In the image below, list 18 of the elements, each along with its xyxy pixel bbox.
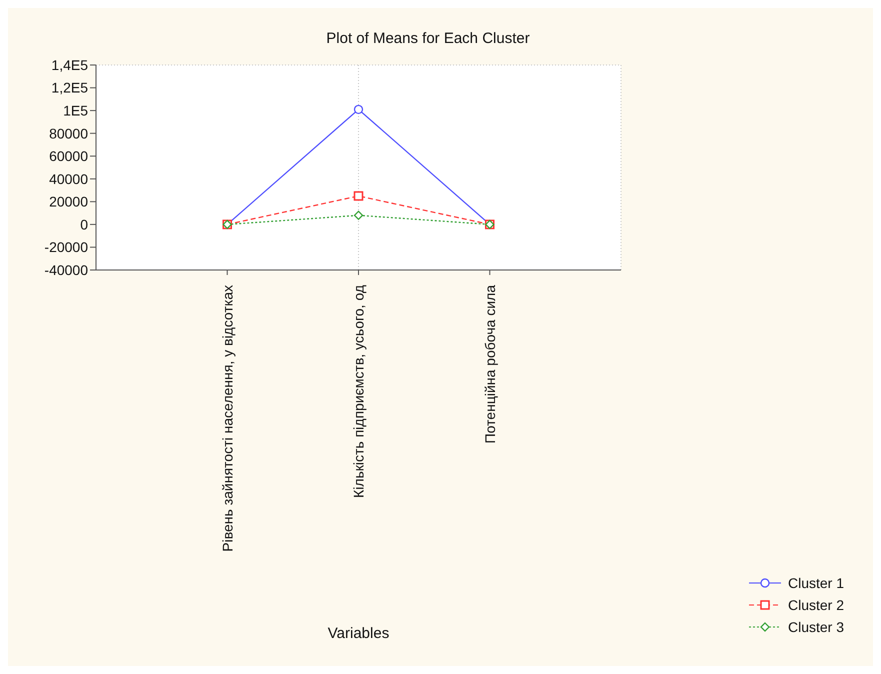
y-tick-label: 40000 (49, 170, 88, 187)
y-tick-label: 60000 (49, 148, 88, 164)
x-tick-label: Потенційна робоча сила (482, 284, 498, 444)
y-tick-label: -20000 (44, 239, 88, 256)
y-tick-label: 1,2E5 (51, 80, 88, 96)
x-tick-label: Рівень зайнятості населення, у відсотках (219, 285, 236, 552)
x-axis-title: Variables (328, 625, 390, 642)
y-tick-label: 80000 (49, 125, 88, 142)
y-tick-label: 1,4E5 (51, 56, 88, 73)
legend-label: Cluster 2 (788, 597, 844, 613)
legend-label: Cluster 3 (788, 619, 844, 635)
legend-label: Cluster 1 (788, 575, 844, 591)
chart-title: Plot of Means for Each Cluster (325, 30, 531, 47)
x-tick-label: Кількість підприємств, усього, од (350, 285, 366, 498)
y-tick-label: 1E5 (63, 102, 88, 119)
y-tick-label: -40000 (44, 262, 88, 278)
y-tick-label: 20000 (49, 194, 88, 210)
y-tick-label: 0 (80, 216, 88, 232)
